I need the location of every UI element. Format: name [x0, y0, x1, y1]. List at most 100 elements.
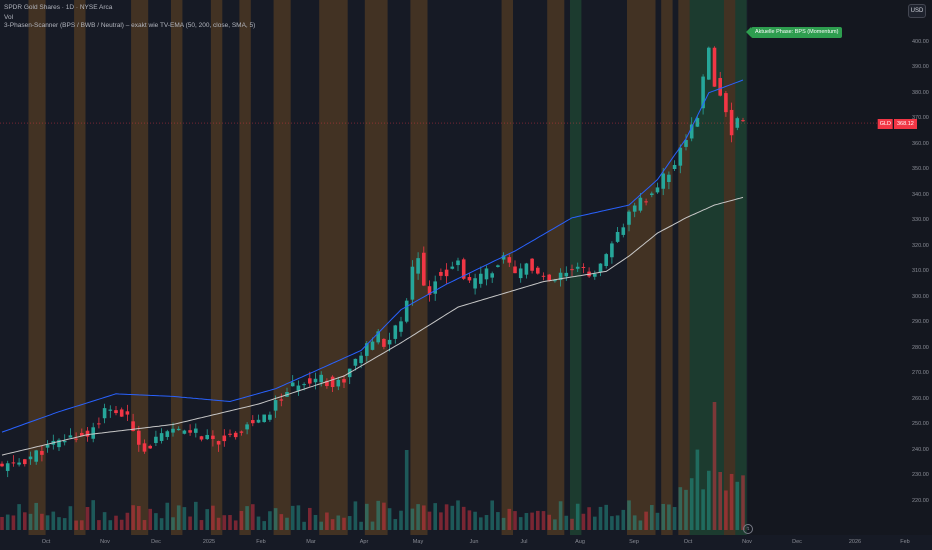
phase-band-bwb — [74, 0, 86, 535]
volume-bar — [484, 515, 489, 530]
volume-bar — [450, 505, 455, 530]
volume-bar — [290, 505, 295, 530]
volume-bar — [741, 475, 745, 530]
price-tick-label: 330.00 — [912, 217, 929, 224]
volume-bar — [661, 503, 665, 530]
candle-body — [667, 174, 671, 183]
candle-body — [615, 231, 620, 242]
price-tick-label: 340.00 — [912, 191, 929, 198]
volume-bar — [735, 481, 740, 530]
tv-logo-icon[interactable]: ↯ — [743, 524, 753, 534]
candle-body — [182, 430, 187, 434]
candle-body — [712, 47, 717, 87]
time-tick-label: Feb — [256, 539, 266, 545]
candle-body — [262, 414, 266, 423]
time-tick-label: Dec — [151, 539, 161, 545]
candle-body — [256, 419, 261, 423]
volume-bar — [342, 517, 346, 530]
candle-body — [239, 431, 244, 433]
volume-bar — [40, 513, 44, 530]
volume-bar — [279, 514, 284, 530]
volume-bar — [553, 519, 557, 530]
last-price-tag: 368.12 — [894, 119, 917, 129]
candle-body — [194, 428, 198, 433]
candle-body — [513, 266, 517, 274]
candle-body — [530, 258, 534, 271]
candle-body — [68, 435, 73, 438]
symbol-price-tag: GLD — [877, 119, 893, 129]
candle-body — [45, 444, 50, 448]
volume-bar — [598, 506, 603, 530]
volume-bar — [479, 517, 483, 530]
candle-body — [114, 410, 118, 414]
symbol-title[interactable]: SPDR Gold Shares · 1D · NYSE Arca — [4, 4, 113, 11]
volume-bar — [359, 521, 363, 530]
price-tick-label: 310.00 — [912, 268, 929, 275]
candle-body — [729, 109, 734, 136]
candle-body — [325, 380, 329, 387]
volume-bar — [530, 512, 534, 530]
volume-bar — [239, 510, 244, 530]
volume-bar — [97, 520, 101, 530]
candle-body — [593, 273, 597, 277]
candle-body — [131, 421, 135, 432]
volume-bar — [689, 478, 694, 530]
phase-bands — [28, 0, 747, 535]
volume-bar — [108, 520, 113, 530]
phase-band-bps — [735, 0, 747, 535]
candle-body — [422, 252, 426, 286]
price-tick-label: 240.00 — [912, 446, 929, 453]
volume-indicator-label[interactable]: Vol — [4, 14, 14, 21]
candle-body — [62, 441, 67, 443]
volume-bar — [28, 513, 33, 530]
volume-bar — [604, 504, 608, 530]
volume-bar — [473, 511, 477, 530]
volume-bar — [558, 501, 563, 530]
candle-body — [638, 197, 643, 211]
candle-body — [724, 93, 728, 113]
time-tick-label: Sep — [629, 539, 639, 545]
candle-body — [233, 432, 238, 438]
candle-body — [279, 399, 284, 401]
volume-bar — [422, 505, 426, 530]
candle-body — [581, 266, 586, 269]
candle-body — [416, 258, 420, 274]
candle-body — [108, 409, 113, 411]
candle-body — [290, 382, 295, 387]
volume-bar — [11, 515, 16, 530]
candle-body — [251, 420, 255, 424]
volume-bar — [23, 512, 27, 530]
price-tick-label: 220.00 — [912, 498, 929, 504]
candle-body — [456, 260, 460, 266]
candle-body — [296, 385, 301, 391]
candle-body — [404, 300, 409, 322]
phase-band-bwb — [723, 0, 736, 535]
candle-body — [245, 424, 249, 430]
candle-body — [302, 384, 306, 386]
volume-bar — [51, 511, 56, 530]
volume-bar — [564, 515, 569, 530]
price-tick-label: 290.00 — [912, 319, 929, 326]
volume-bar — [188, 516, 192, 530]
volume-bar — [17, 504, 21, 530]
candle-body — [80, 432, 84, 436]
volume-bar — [119, 519, 124, 530]
candle-body — [524, 263, 529, 275]
volume-bar — [251, 504, 255, 530]
scanner-indicator-label[interactable]: 3-Phasen-Scanner (BPS / BWB / Neutral) –… — [4, 22, 256, 29]
volume-bar — [439, 512, 443, 530]
candle-body — [102, 408, 107, 419]
currency-button[interactable]: USD — [908, 4, 926, 18]
volume-bar — [80, 520, 84, 530]
candle-body — [330, 376, 335, 388]
volume-bar — [587, 507, 591, 530]
volume-bar — [256, 516, 261, 530]
time-tick-label: Jul — [520, 539, 528, 545]
candle-body — [137, 430, 141, 445]
candle-body — [74, 438, 78, 440]
candle-body — [205, 434, 209, 440]
volume-bar — [718, 471, 722, 530]
volume-bar — [387, 508, 392, 530]
